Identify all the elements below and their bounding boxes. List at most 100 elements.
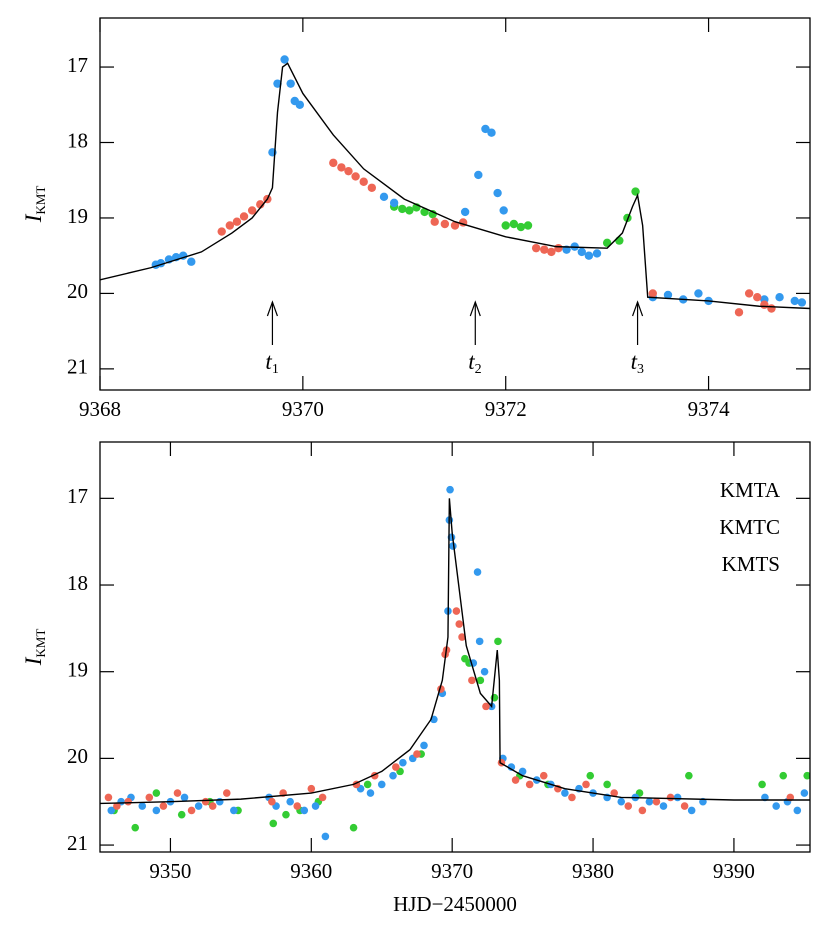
data-point (145, 793, 154, 802)
data-point (468, 676, 476, 685)
data-point (349, 823, 358, 832)
data-point (293, 802, 302, 810)
data-point (460, 207, 470, 217)
data-point (493, 188, 502, 198)
data-point (351, 172, 360, 181)
data-point (413, 750, 421, 758)
legend-entry: KMTS (722, 552, 780, 576)
data-point (286, 797, 294, 806)
data-point (547, 247, 556, 257)
data-point (344, 166, 353, 176)
arrow-head (632, 300, 644, 317)
data-point (239, 212, 249, 221)
data-point (177, 810, 186, 819)
data-point (494, 637, 502, 646)
y-tick-label: 20 (67, 279, 88, 303)
data-point (399, 758, 407, 767)
x-axis-label: HJD−2450000 (393, 892, 517, 916)
data-point (476, 676, 485, 685)
data-point (473, 568, 482, 576)
data-point (531, 243, 541, 253)
data-point (225, 221, 235, 230)
data-point (363, 780, 372, 789)
data-point (652, 797, 661, 806)
data-point (775, 292, 784, 302)
data-point (540, 245, 549, 254)
data-point (389, 771, 397, 780)
x-tick-label: 9372 (485, 397, 527, 421)
y-axis-label-main: I (21, 656, 46, 666)
data-point (107, 806, 116, 815)
data-point (187, 257, 196, 266)
data-point (744, 289, 754, 298)
data-point (584, 251, 594, 260)
x-tick-label: 9390 (713, 859, 755, 883)
data-point (525, 780, 534, 789)
data-point (187, 806, 196, 815)
data-point (474, 170, 483, 180)
data-point (800, 789, 809, 797)
annotation-text: t (265, 349, 272, 374)
data-point (734, 308, 744, 317)
data-point (554, 243, 563, 253)
y-tick-label: 19 (67, 204, 88, 228)
data-point (603, 780, 611, 789)
data-point (269, 819, 278, 828)
data-point (152, 789, 161, 797)
data-point (666, 793, 675, 802)
y-tick-label: 21 (67, 355, 88, 379)
data-point (523, 221, 533, 230)
y-tick-label: 18 (67, 128, 88, 152)
data-point (790, 296, 799, 306)
x-tick-label: 9370 (282, 397, 324, 421)
data-point (113, 802, 121, 810)
y-axis-label-sub: KMT (33, 629, 48, 658)
y-tick-label: 17 (67, 53, 88, 77)
arrow-head (266, 300, 278, 317)
annotation-text: t (468, 349, 475, 374)
data-point (159, 802, 168, 810)
data-point (631, 187, 640, 196)
data-point (446, 485, 454, 494)
data-point (280, 55, 289, 64)
data-point (286, 79, 295, 88)
y-tick-label: 21 (67, 831, 88, 855)
annotation-sub: 2 (475, 362, 482, 377)
data-point (673, 793, 682, 802)
data-point (208, 802, 217, 810)
annotation-sub: 3 (637, 362, 644, 377)
data-point (430, 217, 439, 226)
data-point (449, 542, 457, 550)
x-tick-label: 9350 (149, 859, 191, 883)
plot-frame (99, 441, 811, 853)
data-point (772, 802, 780, 810)
data-point (329, 158, 338, 168)
data-point (311, 802, 320, 810)
model-curve (100, 498, 810, 805)
x-tick-label: 9374 (688, 397, 731, 421)
x-tick-label: 9360 (290, 859, 332, 883)
data-point (321, 832, 330, 841)
data-point (797, 298, 807, 307)
y-tick-label: 17 (67, 484, 88, 508)
model-curve (100, 62, 810, 310)
data-point (511, 776, 520, 784)
data-point (475, 637, 484, 646)
y-axis-label: IKMT (21, 629, 48, 667)
data-point (440, 219, 450, 229)
data-point (458, 633, 466, 641)
data-point (124, 797, 132, 806)
y-tick-label: 19 (67, 658, 88, 682)
data-point (367, 183, 377, 192)
data-point (561, 789, 569, 797)
data-point (586, 771, 595, 780)
data-point (638, 806, 647, 815)
data-point (501, 221, 510, 230)
data-point (318, 793, 327, 802)
panel: 9350 9360 9370 9380 9390 17 18 19 20 21 IKMT HJD−24… (21, 441, 811, 916)
data-point (516, 222, 526, 232)
x-tick-label: 9368 (79, 397, 121, 421)
data-point (753, 292, 762, 302)
data-point (507, 763, 516, 771)
